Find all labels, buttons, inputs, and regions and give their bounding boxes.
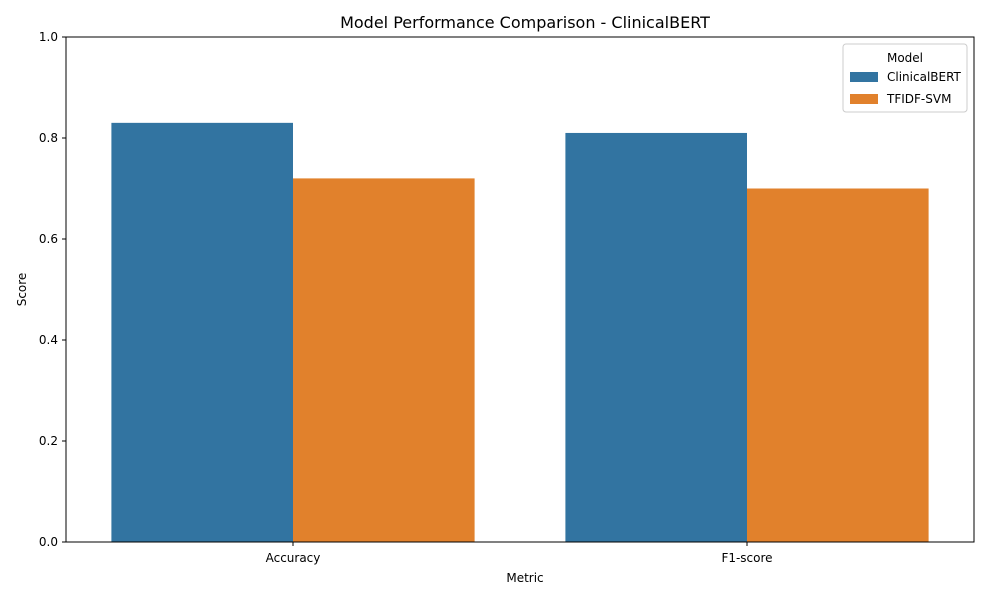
legend-swatch bbox=[850, 72, 878, 82]
legend-entry-label: ClinicalBERT bbox=[887, 70, 962, 84]
bar-clinicalbert-accuracy bbox=[111, 122, 294, 542]
x-axis-label: Metric bbox=[506, 571, 543, 585]
legend-swatch bbox=[850, 94, 878, 104]
x-axis: Accuracy F1-score bbox=[266, 542, 773, 565]
bar-clinicalbert-f1-score bbox=[565, 132, 747, 542]
legend-entry-label: TFIDF-SVM bbox=[886, 92, 951, 106]
y-tick-label: 0.4 bbox=[39, 333, 58, 347]
y-tick-label: 0.0 bbox=[39, 535, 58, 549]
bars-group bbox=[111, 122, 929, 542]
y-tick-label: 0.2 bbox=[39, 434, 58, 448]
y-axis: 0.0 0.2 0.4 0.6 0.8 1.0 bbox=[39, 30, 66, 549]
legend-items: ClinicalBERT TFIDF-SVM bbox=[850, 70, 962, 106]
legend-title: Model bbox=[887, 51, 923, 65]
y-tick-label: 0.8 bbox=[39, 131, 58, 145]
bar-tfidf-svm-accuracy bbox=[293, 178, 475, 542]
y-tick-label: 0.6 bbox=[39, 232, 58, 246]
bar-tfidf-svm-f1-score bbox=[747, 188, 929, 542]
x-tick-label: F1-score bbox=[721, 551, 772, 565]
plot-frame bbox=[65, 36, 975, 543]
x-tick-label: Accuracy bbox=[266, 551, 321, 565]
chart-title: Model Performance Comparison - ClinicalB… bbox=[340, 13, 710, 32]
y-tick-label: 1.0 bbox=[39, 30, 58, 44]
legend: Model ClinicalBERT TFIDF-SVM bbox=[842, 43, 968, 113]
y-axis-label: Score bbox=[15, 273, 29, 307]
